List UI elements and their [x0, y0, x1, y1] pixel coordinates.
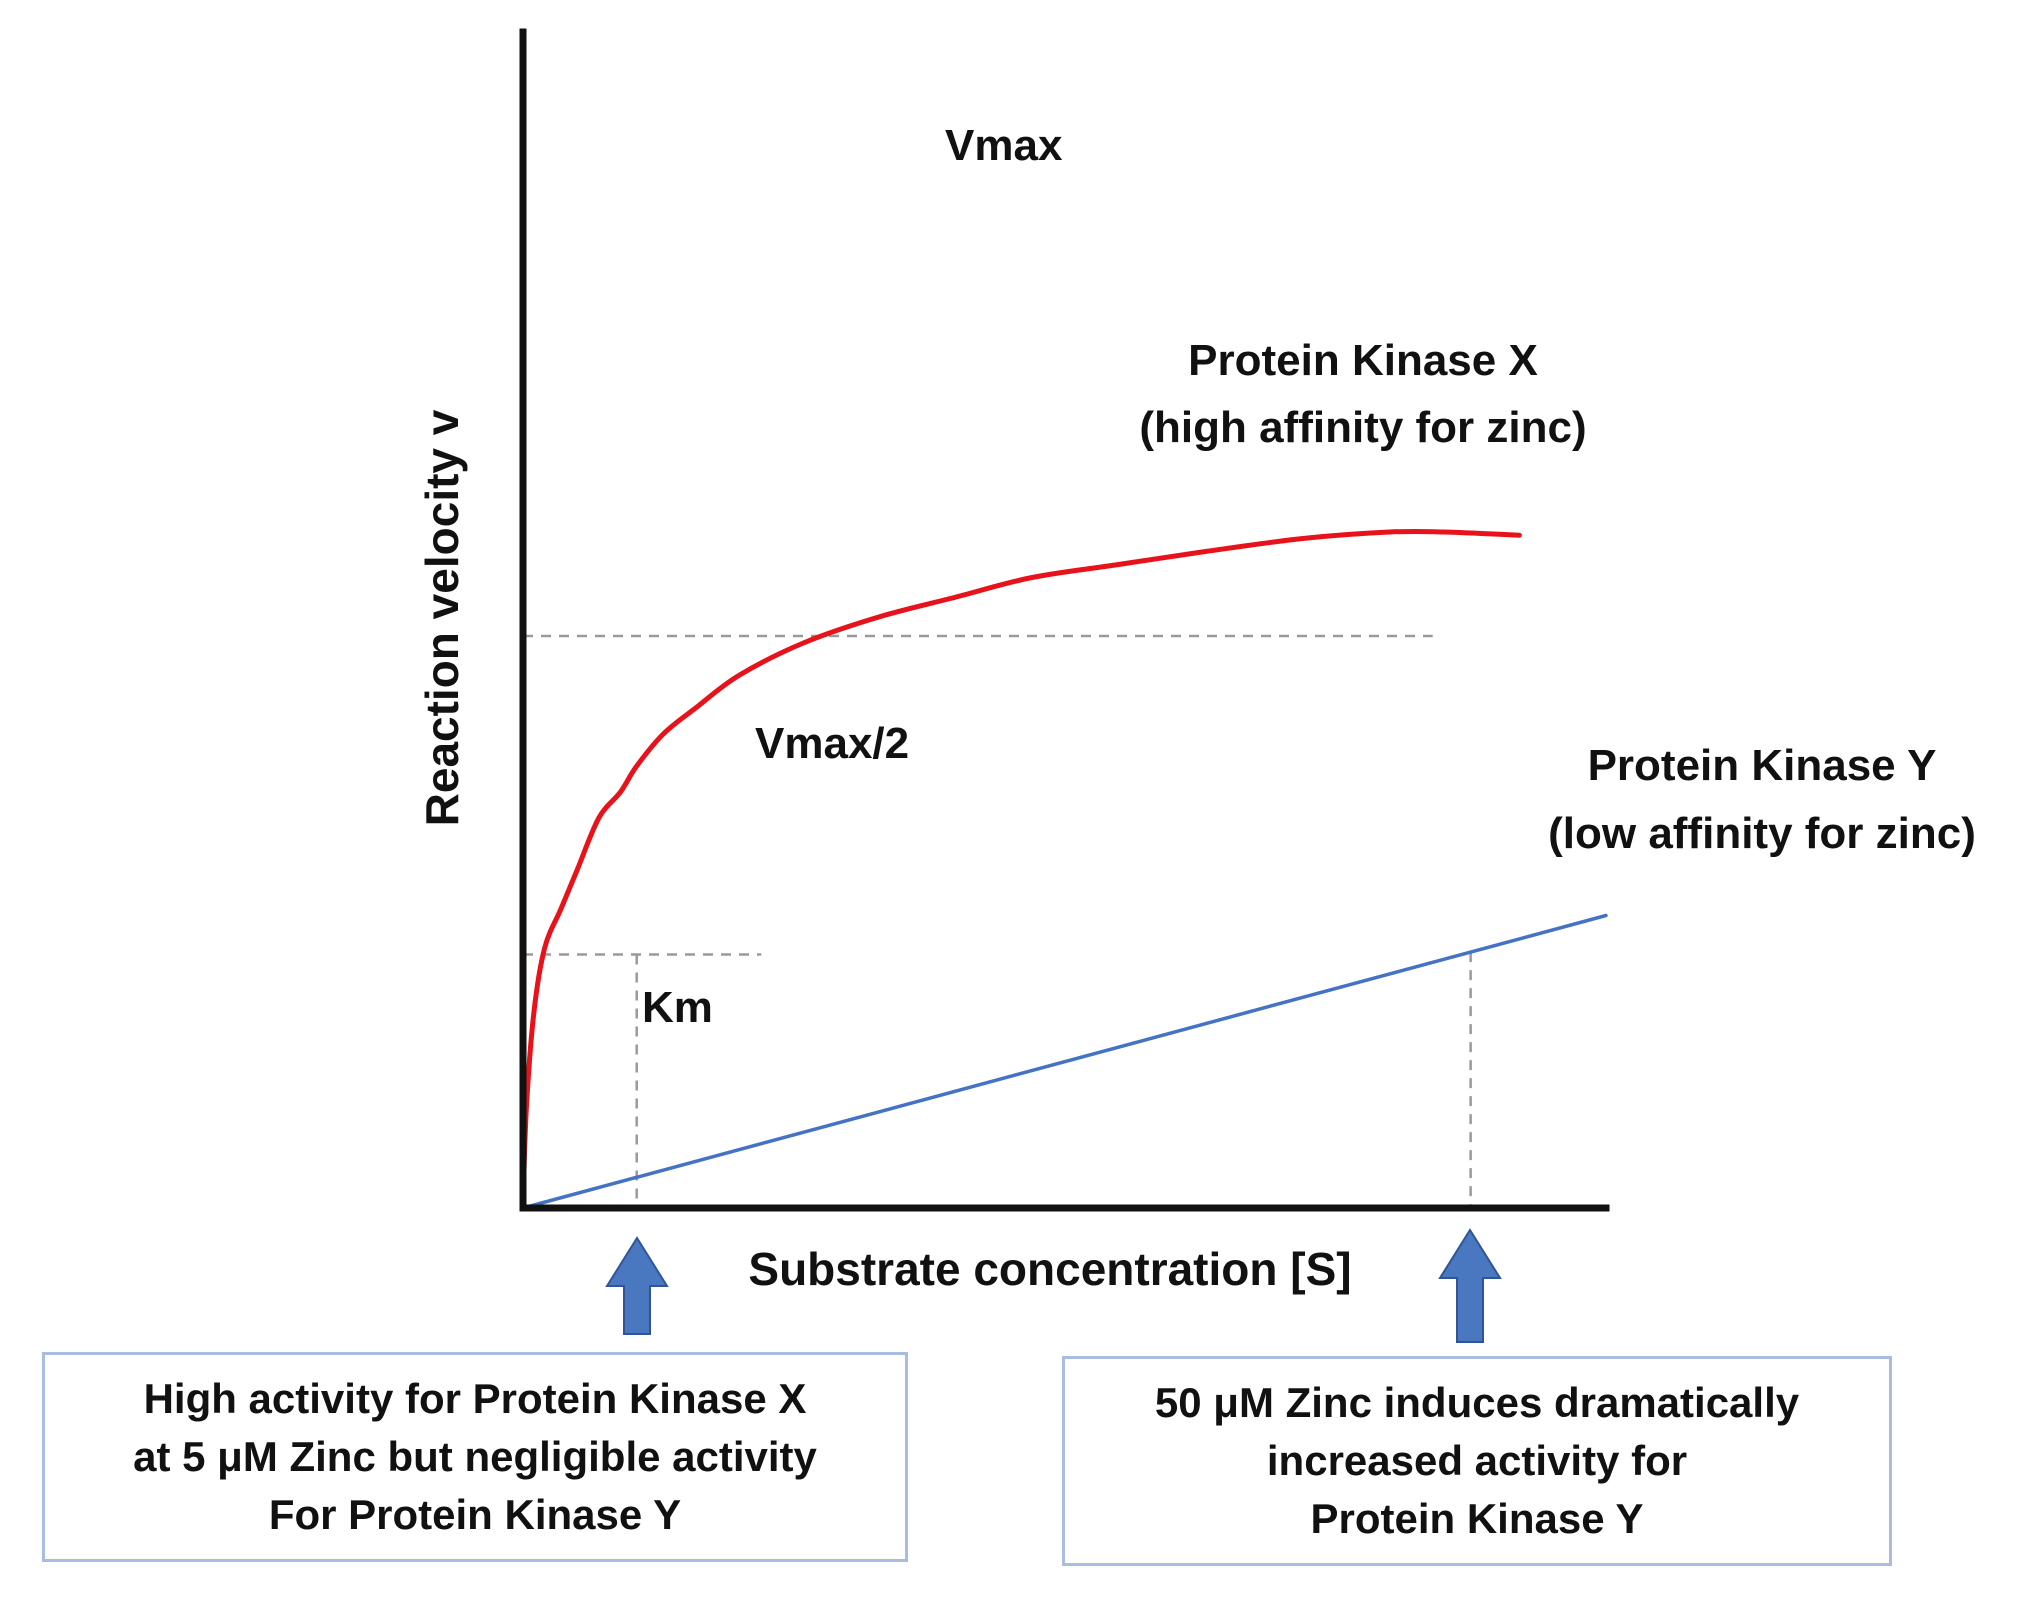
low-zinc-arrow-icon: [605, 1236, 669, 1335]
annotation-low-line-1: High activity for Protein Kinase X: [143, 1375, 807, 1422]
high-zinc-arrow-icon: [1438, 1228, 1502, 1343]
series-y-line: [521, 913, 1608, 1210]
annotation-low-line-3: For Protein Kinase Y: [268, 1491, 682, 1538]
vmax-half-label: Vmax/2: [755, 719, 909, 768]
annotation-high-line-2: increased activity for: [1266, 1437, 1688, 1484]
km-label: Km: [642, 983, 713, 1032]
series-x-legend-name: Protein Kinase X: [1188, 336, 1538, 385]
series-y-legend-subtitle: (low affinity for zinc): [1548, 809, 1976, 858]
annotation-high-line-1: 50 μM Zinc induces dramatically: [1154, 1379, 1800, 1426]
series-x-legend-subtitle: (high affinity for zinc): [1139, 403, 1586, 452]
arrows-layer: [605, 1228, 1502, 1343]
vmax-label: Vmax: [945, 121, 1063, 170]
reference-lines-layer: [523, 634, 1472, 1208]
annotation-high-line-3: Protein Kinase Y: [1310, 1495, 1644, 1542]
series-layer: [520, 528, 1608, 1211]
series-x-line: [520, 528, 1522, 1211]
y-axis-title: Reaction velocity v: [416, 409, 468, 826]
annotation-box-high-zinc: 50 μM Zinc induces dramatically increase…: [1062, 1356, 1892, 1566]
axes-layer: [519, 28, 1610, 1212]
annotation-low-line-2: at 5 μM Zinc but negligible activity: [133, 1433, 817, 1480]
series-y-legend-name: Protein Kinase Y: [1588, 741, 1937, 790]
x-axis-title: Substrate concentration [S]: [748, 1243, 1351, 1295]
annotation-box-low-zinc: High activity for Protein Kinase X at 5 …: [42, 1352, 908, 1562]
labels-layer: Vmax Vmax/2 Km Protein Kinase X (high af…: [416, 121, 1976, 1295]
